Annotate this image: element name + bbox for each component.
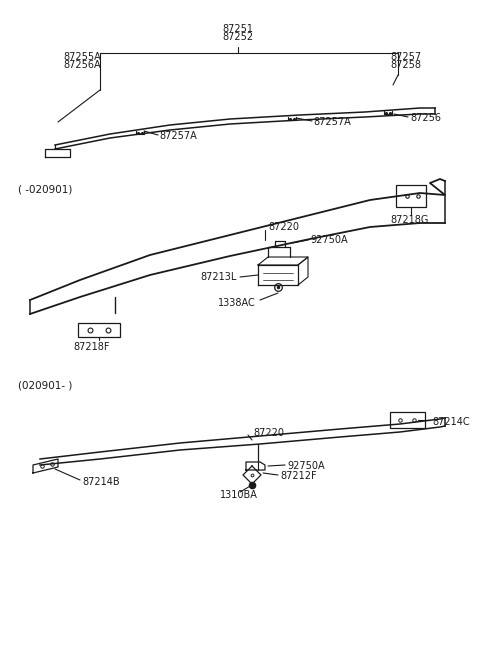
Text: 87251: 87251 xyxy=(223,24,253,34)
Text: 87220: 87220 xyxy=(268,222,299,232)
Text: 87258: 87258 xyxy=(390,60,421,70)
Text: 87257A: 87257A xyxy=(313,117,351,127)
Text: 87256A: 87256A xyxy=(63,60,101,70)
Text: 87256: 87256 xyxy=(410,113,441,123)
Bar xyxy=(78,323,120,337)
Text: 87252: 87252 xyxy=(222,32,253,42)
Text: 92750A: 92750A xyxy=(310,235,348,245)
Text: 87214C: 87214C xyxy=(432,417,469,427)
Text: 87257: 87257 xyxy=(390,52,421,62)
Text: 87257A: 87257A xyxy=(159,131,197,141)
Text: (020901- ): (020901- ) xyxy=(18,380,72,390)
Text: 92750A: 92750A xyxy=(287,461,324,471)
Text: 87220: 87220 xyxy=(253,428,284,438)
Text: 1310BA: 1310BA xyxy=(220,490,258,500)
Bar xyxy=(396,185,426,207)
Text: 87212F: 87212F xyxy=(280,471,317,481)
Text: ( -020901): ( -020901) xyxy=(18,185,72,195)
Text: 87255A: 87255A xyxy=(63,52,101,62)
Bar xyxy=(390,412,425,428)
Text: 87218G: 87218G xyxy=(390,215,428,225)
Text: 1338AC: 1338AC xyxy=(218,298,256,308)
Text: 87214B: 87214B xyxy=(82,477,120,487)
Text: 87218F: 87218F xyxy=(73,342,109,352)
Text: 87213L: 87213L xyxy=(200,272,236,282)
